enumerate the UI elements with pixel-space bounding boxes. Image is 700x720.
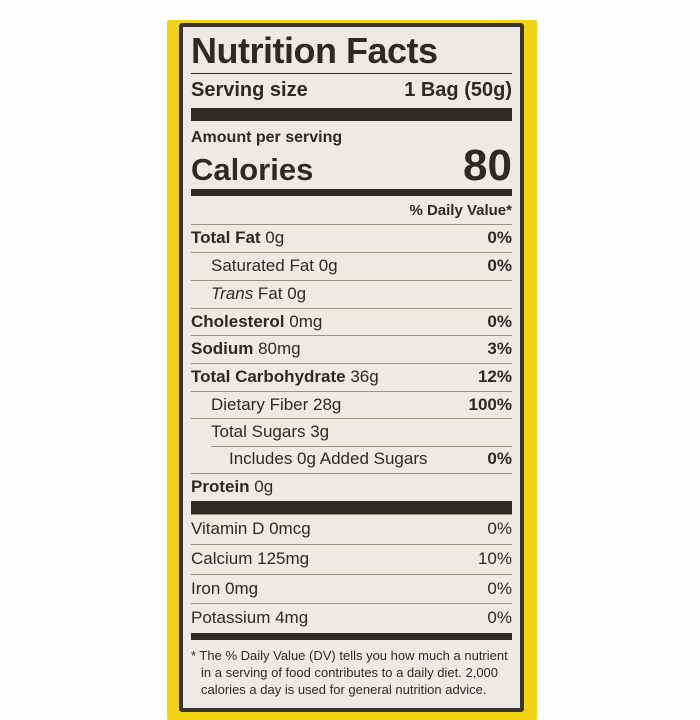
label-title: Nutrition Facts — [191, 32, 512, 74]
micronutrient-dv: 0% — [487, 519, 512, 539]
daily-value-header: % Daily Value* — [409, 202, 512, 220]
calories-label: Calories — [191, 152, 314, 188]
nutrient-name: Saturated Fat 0g — [211, 256, 338, 276]
nutrient-row-trans-fat: Trans Fat 0g — [191, 279, 512, 308]
nutrient-row-dietary-fiber: Dietary Fiber 28g 100% — [191, 390, 512, 419]
nutrient-name: Protein 0g — [191, 476, 274, 496]
micronutrient-name: Calcium 125mg — [191, 549, 310, 568]
nutrient-row-protein: Protein 0g — [191, 472, 512, 501]
nutrient-dv: 0% — [487, 448, 512, 468]
serving-size-value: 1 Bag (50g) — [404, 78, 512, 101]
medium-divider-calories — [191, 189, 512, 197]
nutrient-name: Trans Fat 0g — [211, 283, 307, 303]
thick-divider-top — [191, 107, 512, 121]
micronutrient-dv: 0% — [487, 578, 512, 598]
serving-size-row: Serving size 1 Bag (50g) — [191, 74, 512, 108]
amount-per-serving-label: Amount per serving — [191, 128, 343, 146]
micronutrient-row-iron: Iron 0mg 0% — [191, 573, 512, 604]
micronutrient-name: Vitamin D 0mcg — [191, 519, 311, 539]
micronutrient-row-calcium: Calcium 125mg 10% — [191, 544, 512, 574]
package-yellow-background: Nutrition Facts Serving size 1 Bag (50g)… — [167, 20, 537, 720]
nutrient-name: Cholesterol 0mg — [191, 311, 323, 331]
nutrient-row-saturated-fat: Saturated Fat 0g 0% — [191, 252, 512, 280]
nutrient-row-cholesterol: Cholesterol 0mg 0% — [191, 307, 512, 336]
nutrient-name: Total Carbohydrate 36g — [191, 366, 379, 386]
nutrient-name: Total Sugars 3g — [211, 422, 330, 442]
nutrient-row-sodium: Sodium 80mg 3% — [191, 335, 512, 363]
nutrient-dv: 3% — [487, 339, 512, 359]
nutrient-dv: 100% — [468, 394, 512, 414]
nutrient-row-added-sugars: Includes 0g Added Sugars 0% — [191, 445, 512, 473]
micronutrient-dv: 0% — [487, 608, 512, 628]
calories-value: 80 — [463, 140, 512, 190]
micronutrient-dv: 10% — [477, 549, 512, 568]
micronutrient-row-vitamin-d: Vitamin D 0mcg 0% — [191, 514, 512, 544]
serving-size-label: Serving size — [191, 78, 308, 101]
nutrient-name: Dietary Fiber 28g — [211, 394, 342, 414]
micronutrient-name: Iron 0mg — [191, 578, 259, 598]
calories-row: Calories 80 — [191, 140, 512, 190]
nutrient-dv: 12% — [477, 366, 512, 386]
nutrient-row-total-fat: Total Fat 0g 0% — [191, 224, 512, 252]
daily-value-footnote: * The % Daily Value (DV) tells you how m… — [191, 648, 508, 698]
nutrient-name: Sodium 80mg — [191, 339, 301, 359]
nutrient-row-total-carbohydrate: Total Carbohydrate 36g 12% — [191, 362, 512, 391]
nutrient-name: Total Fat 0g — [191, 228, 285, 248]
micronutrient-row-potassium: Potassium 4mg 0% — [191, 603, 512, 633]
micronutrient-name: Potassium 4mg — [191, 608, 309, 628]
nutrient-row-total-sugars: Total Sugars 3g — [191, 418, 512, 446]
thick-divider-bottom — [191, 501, 512, 515]
medium-divider-footnote — [191, 633, 512, 641]
nutrient-dv: 0% — [487, 256, 512, 276]
nutrient-dv: 0% — [487, 228, 512, 248]
nutrient-dv: 0% — [487, 311, 512, 331]
nutrient-name: Includes 0g Added Sugars — [229, 448, 428, 468]
nutrition-label: Nutrition Facts Serving size 1 Bag (50g)… — [179, 23, 524, 712]
